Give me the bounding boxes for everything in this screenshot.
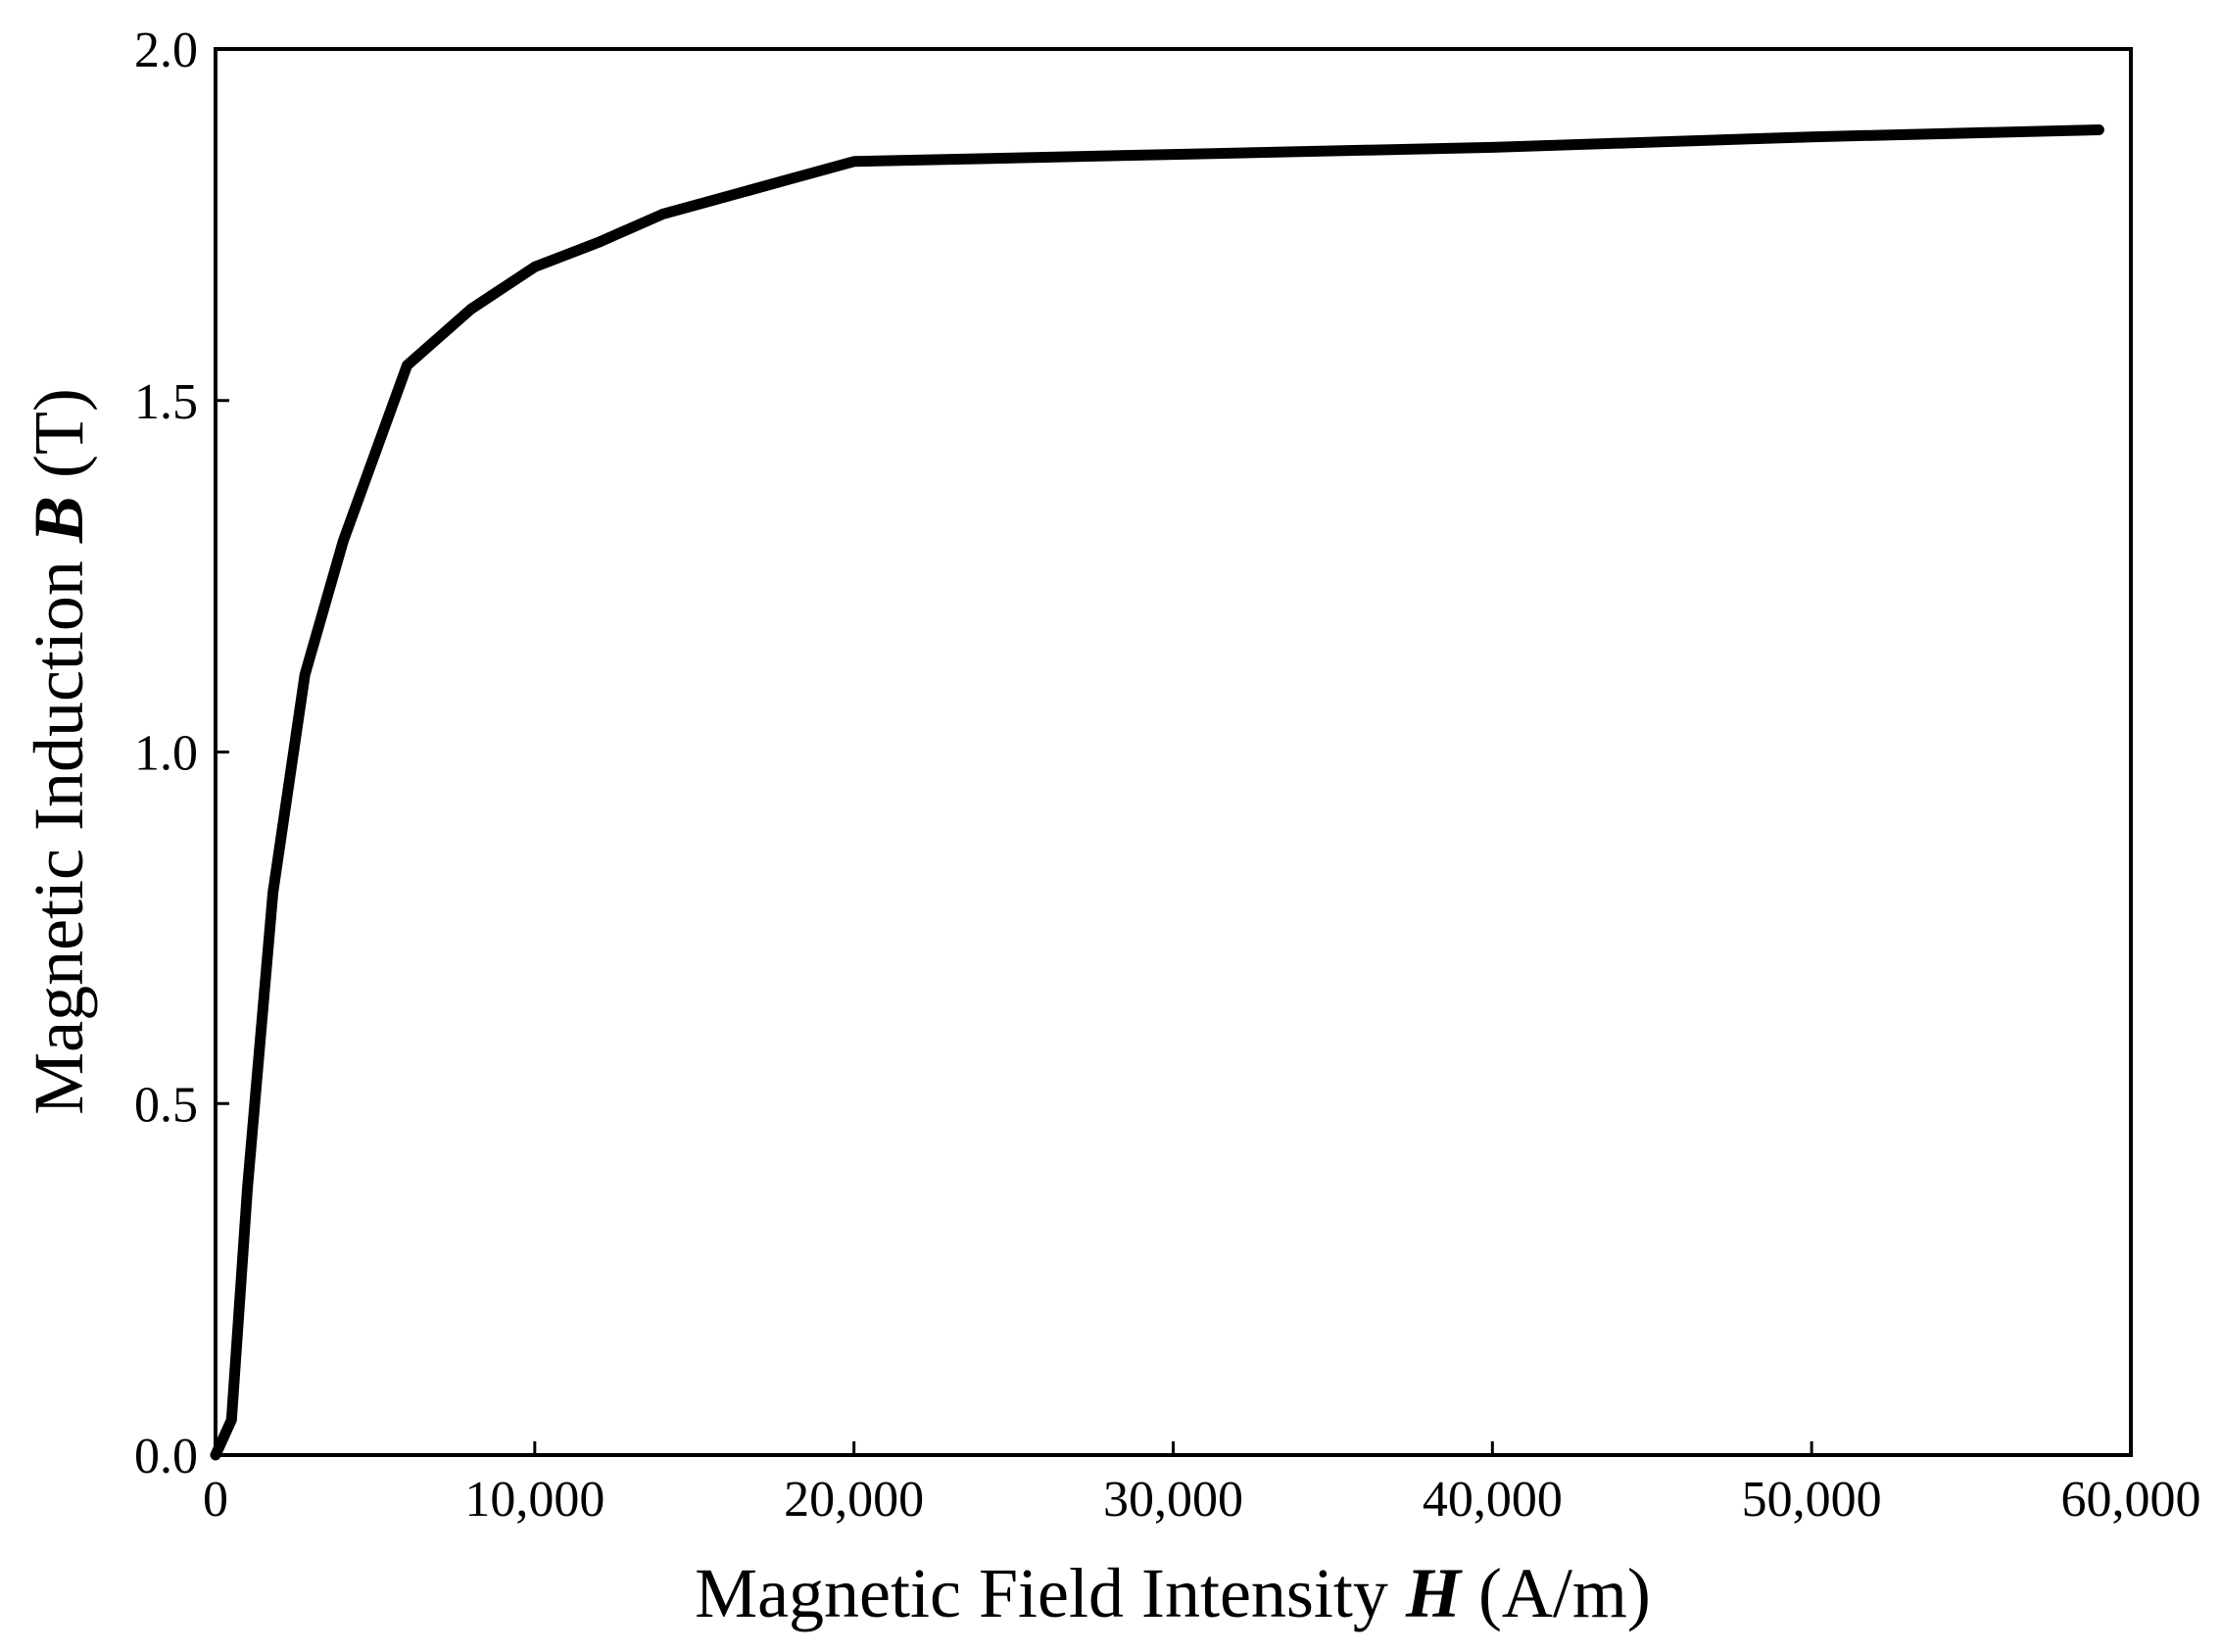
x-tick-label: 40,000 [1423,1472,1563,1528]
x-axis-ticks: 0 10,000 20,000 30,000 40,000 50,000 60,000 [203,1441,2201,1528]
y-axis-ticks: 0.0 0.5 1.0 1.5 2.0 [134,23,229,1484]
bh-curve-line [210,124,2104,1461]
y-tick-label: 1.0 [134,726,198,782]
x-tick-label: 0 [203,1472,228,1528]
y-tick-label: 1.5 [134,374,198,430]
x-tick-label: 10,000 [464,1472,604,1528]
x-tick-label: 30,000 [1103,1472,1243,1528]
x-tick-label: 60,000 [2061,1472,2201,1528]
y-tick-label: 0.5 [134,1077,198,1133]
y-axis-title: Magnetic Induction B (T) [20,388,98,1115]
y-tick-label: 2.0 [134,23,198,78]
plot-frame [214,47,2133,1457]
y-tick-label: 0.0 [134,1429,198,1484]
x-axis-title: Magnetic Field Intensity H (A/m) [695,1554,1651,1632]
x-tick-label: 50,000 [1742,1472,1882,1528]
x-tick-label: 20,000 [784,1472,924,1528]
